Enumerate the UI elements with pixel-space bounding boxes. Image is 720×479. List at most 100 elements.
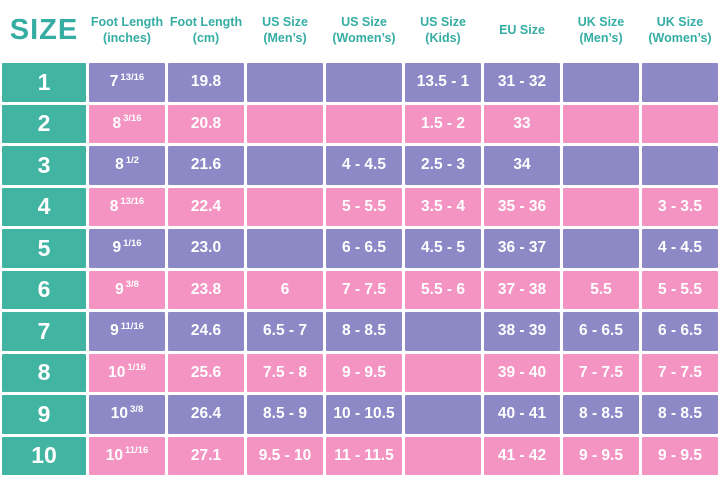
- column-header-line2: (Men’s): [579, 31, 623, 45]
- column-header-line1: UK Size: [577, 14, 625, 29]
- inches-fraction: 1/16: [123, 237, 142, 249]
- cell-eu: 31 - 32: [484, 63, 560, 102]
- cell-us_mens: [247, 104, 323, 143]
- cell-us_mens: 7.5 - 8: [247, 353, 323, 392]
- column-header-uk_womens: UK Size (Women’s): [642, 0, 718, 60]
- cell-cm: 23.0: [168, 229, 244, 268]
- table-row: 1 7 13/16 19.8 13.5 - 1 31 - 32: [2, 63, 718, 102]
- inches-fraction: 13/16: [120, 71, 145, 83]
- cell-uk_mens: [563, 104, 639, 143]
- page-title: SIZE: [9, 13, 79, 46]
- cell-cm: 21.6: [168, 146, 244, 185]
- size-cell: 10: [2, 436, 86, 475]
- column-header-line1: Foot Length: [90, 14, 164, 29]
- column-header-line2: (Men’s): [263, 31, 307, 45]
- cell-us_kids: 5.5 - 6: [405, 270, 481, 309]
- cell-eu: 40 - 41: [484, 395, 560, 434]
- cell-us_mens: [247, 187, 323, 226]
- cell-uk_mens: [563, 63, 639, 102]
- column-header-line2: (Women’s): [648, 31, 712, 45]
- table-row: 9 10 3/8 26.4 8.5 - 9 10 - 10.5 40 - 41 8 - 8.5…: [2, 395, 718, 434]
- cell-uk_womens: 3 - 3.5: [642, 187, 718, 226]
- cell-uk_mens: 8 - 8.5: [563, 395, 639, 434]
- cell-inches: 9 1/16: [89, 229, 165, 268]
- cell-uk_womens: 6 - 6.5: [642, 312, 718, 351]
- table-row: 10 10 11/16 27.1 9.5 - 10 11 - 11.5 41 - 42 9 -…: [2, 436, 718, 475]
- cell-eu: 35 - 36: [484, 187, 560, 226]
- cell-inches: 9 3/8: [89, 270, 165, 309]
- column-header-line1: Foot Length: [169, 14, 243, 29]
- cell-uk_mens: [563, 146, 639, 185]
- cell-us_mens: [247, 146, 323, 185]
- cell-inches: 8 1/2: [89, 146, 165, 185]
- cell-cm: 22.4: [168, 187, 244, 226]
- size-cell: 8: [2, 353, 86, 392]
- cell-cm: 19.8: [168, 63, 244, 102]
- cell-cm: 25.6: [168, 353, 244, 392]
- size-cell: 2: [2, 104, 86, 143]
- cell-us_kids: 2.5 - 3: [405, 146, 481, 185]
- inches-fraction: 11/16: [120, 320, 144, 332]
- cell-us_mens: [247, 63, 323, 102]
- cell-us_mens: [247, 229, 323, 268]
- cell-cm: 26.4: [168, 395, 244, 434]
- cell-us_womens: 5 - 5.5: [326, 187, 402, 226]
- cell-us_mens: 6.5 - 7: [247, 312, 323, 351]
- cell-uk_womens: 4 - 4.5: [642, 229, 718, 268]
- size-cell: 5: [2, 229, 86, 268]
- cell-us_kids: [405, 436, 481, 475]
- inches-whole: 8: [112, 114, 122, 132]
- inches-whole: 10: [108, 363, 126, 381]
- cell-inches: 9 11/16: [89, 312, 165, 351]
- cell-uk_mens: 5.5: [563, 270, 639, 309]
- cell-cm: 27.1: [168, 436, 244, 475]
- column-header-inches: Foot Length (inches): [89, 0, 165, 60]
- cell-inches: 8 3/16: [89, 104, 165, 143]
- cell-us_kids: 1.5 - 2: [405, 104, 481, 143]
- cell-uk_womens: [642, 146, 718, 185]
- cell-uk_mens: [563, 229, 639, 268]
- inches-fraction: 1/16: [127, 362, 146, 374]
- inches-fraction: 3/8: [125, 279, 139, 291]
- cell-uk_mens: [563, 187, 639, 226]
- cell-us_kids: [405, 312, 481, 351]
- size-cell: 7: [2, 312, 86, 351]
- column-header-cm: Foot Length (cm): [168, 0, 244, 60]
- cell-eu: 37 - 38: [484, 270, 560, 309]
- table-row: 2 8 3/16 20.8 1.5 - 2 33: [2, 104, 718, 143]
- cell-uk_womens: 5 - 5.5: [642, 270, 718, 309]
- cell-uk_womens: [642, 63, 718, 102]
- inches-whole: 8: [109, 197, 119, 215]
- inches-fraction: 13/16: [120, 196, 145, 208]
- cell-us_womens: 10 - 10.5: [326, 395, 402, 434]
- column-header-us_womens: US Size (Women’s): [326, 0, 402, 60]
- cell-uk_mens: 9 - 9.5: [563, 436, 639, 475]
- column-header-line1: UK Size: [656, 14, 704, 29]
- size-cell: 3: [2, 146, 86, 185]
- cell-us_kids: 13.5 - 1: [405, 63, 481, 102]
- cell-eu: 39 - 40: [484, 353, 560, 392]
- inches-fraction: 11/16: [125, 445, 149, 457]
- cell-us_womens: 6 - 6.5: [326, 229, 402, 268]
- cell-eu: 41 - 42: [484, 436, 560, 475]
- column-header-line2: (inches): [103, 31, 151, 45]
- cell-inches: 7 13/16: [89, 63, 165, 102]
- inches-whole: 9: [110, 322, 119, 340]
- column-header-line1: US Size: [341, 14, 387, 29]
- cell-eu: 33: [484, 104, 560, 143]
- cell-us_womens: 9 - 9.5: [326, 353, 402, 392]
- table-row: 3 8 1/2 21.6 4 - 4.5 2.5 - 3 34: [2, 146, 718, 185]
- column-header-uk_mens: UK Size (Men’s): [563, 0, 639, 60]
- cell-eu: 34: [484, 146, 560, 185]
- cell-us_womens: 8 - 8.5: [326, 312, 402, 351]
- inches-whole: 10: [105, 446, 123, 464]
- cell-us_womens: [326, 104, 402, 143]
- size-cell: 4: [2, 187, 86, 226]
- column-header-line1: US Size: [420, 14, 466, 29]
- cell-inches: 10 1/16: [89, 353, 165, 392]
- table-row: 5 9 1/16 23.0 6 - 6.5 4.5 - 5 36 - 37 4 - 4.5: [2, 229, 718, 268]
- column-header-line2: (Women’s): [332, 31, 396, 45]
- size-cell: 9: [2, 395, 86, 434]
